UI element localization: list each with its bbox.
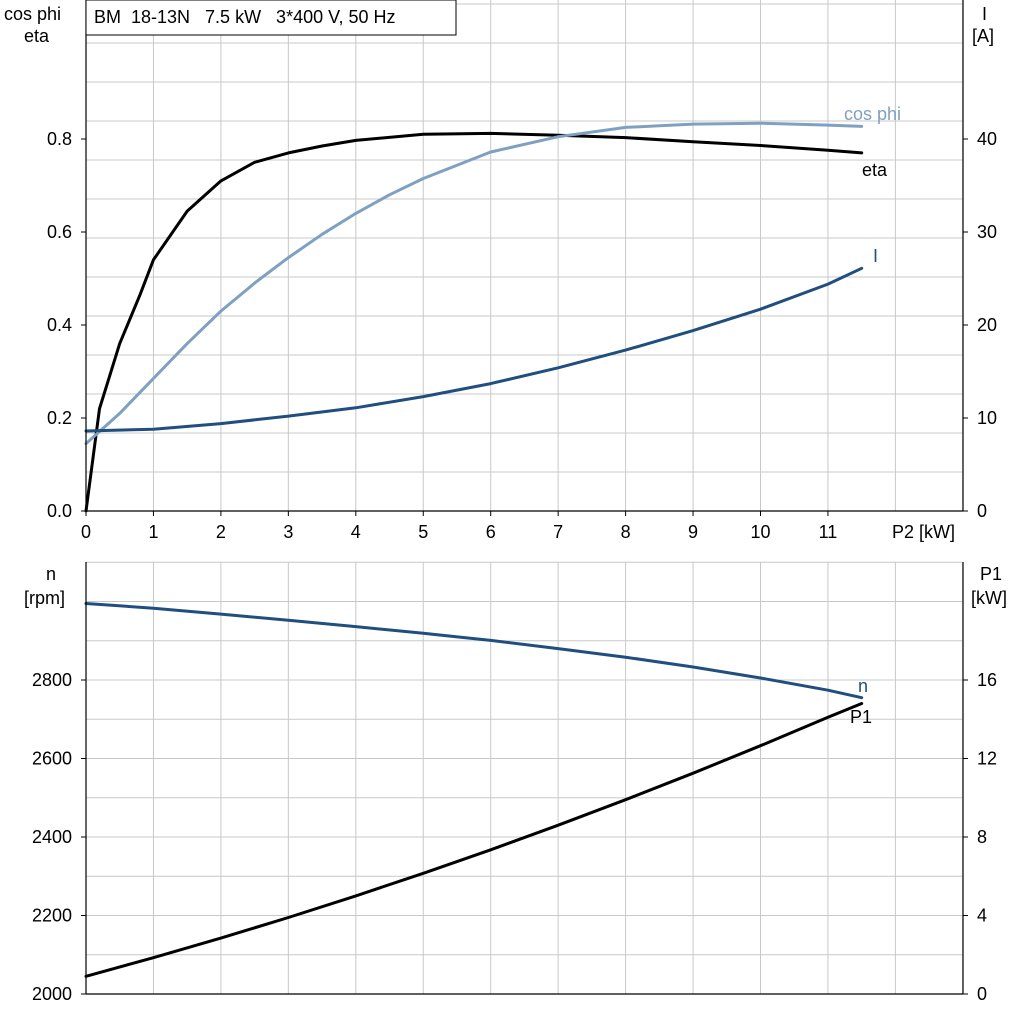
y-right-tick-label: 16: [977, 670, 997, 690]
chart-header: BM 18-13N 7.5 kW 3*400 V, 50 Hz: [94, 7, 395, 27]
x-tick-label: 10: [750, 522, 770, 542]
y-left-tick-label: 2000: [32, 984, 72, 1004]
y-right-tick-label: 30: [977, 222, 997, 242]
x-tick-label: 4: [351, 522, 361, 542]
x-tick-label: 7: [553, 522, 563, 542]
x-tick-label: 11: [819, 522, 838, 542]
x-axis-title: P2 [kW]: [892, 522, 955, 542]
y-right-axis-title: [kW]: [971, 588, 1007, 608]
y-left-tick-label: 0.4: [47, 315, 72, 335]
y-left-tick-label: 0.0: [47, 501, 72, 521]
y-right-tick-label: 4: [977, 906, 987, 926]
series-label-n: n: [858, 676, 868, 696]
y-left-axis-title: n: [46, 564, 56, 584]
y-left-axis-title: cos phi: [4, 4, 61, 24]
series-label-cos-phi: cos phi: [844, 104, 901, 124]
x-tick-label: 5: [418, 522, 428, 542]
series-line-eta: [84, 131, 864, 513]
y-right-tick-label: 10: [977, 408, 997, 428]
y-right-tick-label: 40: [977, 129, 997, 149]
y-left-tick-label: 0.2: [47, 408, 72, 428]
series-line-i: [84, 266, 864, 433]
x-tick-label: 0: [81, 522, 91, 542]
y-right-axis-title: P1: [980, 564, 1002, 584]
x-tick-label: 6: [486, 522, 496, 542]
header-box: BM 18-13N 7.5 kW 3*400 V, 50 Hz: [85, 0, 457, 36]
y-right-tick-label: 12: [977, 749, 997, 769]
y-left-tick-label: 0.8: [47, 129, 72, 149]
y-right-tick-label: 0: [977, 984, 987, 1004]
y-right-tick-label: 20: [977, 315, 997, 335]
y-left-axis-title: eta: [24, 26, 50, 46]
series-label-i: I: [873, 246, 878, 266]
y-right-tick-label: 8: [977, 827, 987, 847]
y-left-tick-label: 2200: [32, 906, 72, 926]
y-left-tick-label: 2600: [32, 749, 72, 769]
x-tick-label: 8: [621, 522, 631, 542]
series-line-n: [84, 602, 864, 700]
x-tick-label: 9: [688, 522, 698, 542]
x-tick-label: 3: [283, 522, 293, 542]
series-label-p1: P1: [850, 707, 872, 727]
series-label-eta: eta: [862, 160, 888, 180]
x-tick-label: 1: [148, 522, 158, 542]
series-line-cos-phi: [84, 121, 864, 446]
y-right-axis-title: I: [982, 4, 987, 24]
x-tick-label: 2: [216, 522, 226, 542]
y-left-tick-label: 0.6: [47, 222, 72, 242]
y-left-axis-title: [rpm]: [24, 588, 65, 608]
series-line-p1: [84, 702, 864, 978]
y-left-tick-label: 2400: [32, 827, 72, 847]
y-right-tick-label: 0: [977, 501, 987, 521]
y-right-axis-title: [A]: [972, 26, 994, 46]
y-left-tick-label: 2800: [32, 670, 72, 690]
